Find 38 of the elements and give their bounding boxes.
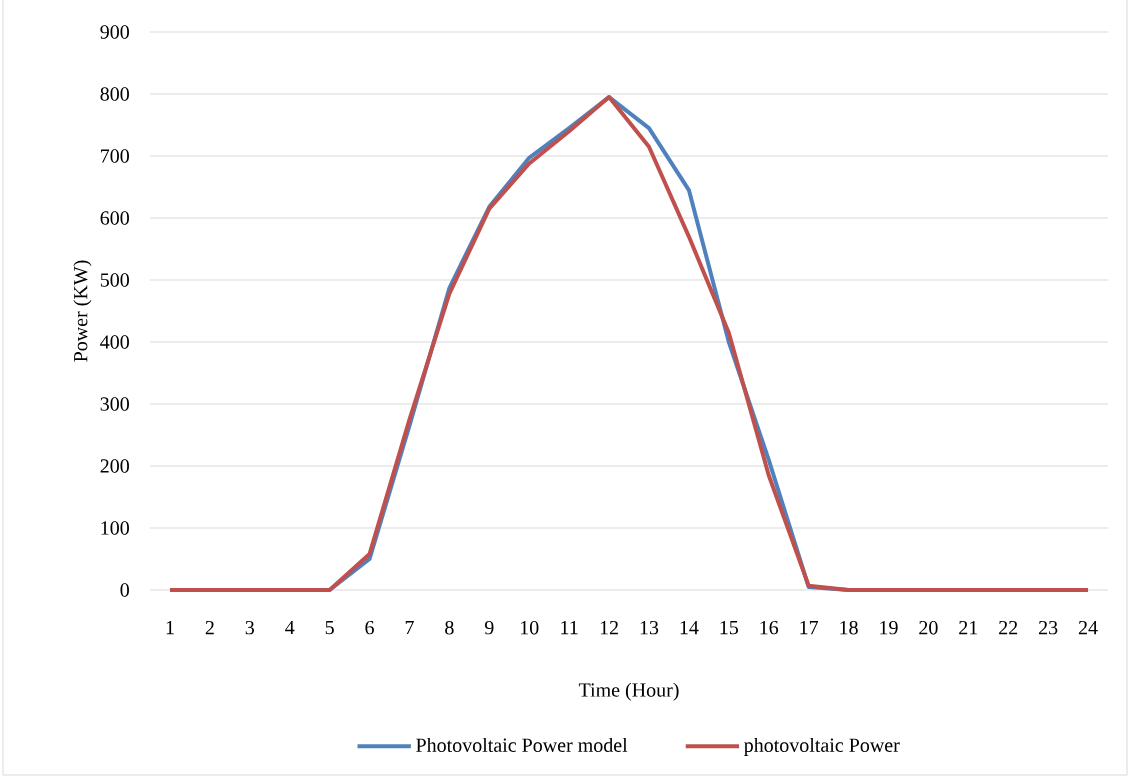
y-tick-label: 800 xyxy=(100,87,129,101)
x-tick-label: 7 xyxy=(405,620,414,635)
x-tick-label: 13 xyxy=(640,620,659,635)
x-tick-label: 1 xyxy=(166,620,174,635)
x-tick-label: 21 xyxy=(959,620,978,635)
x-tick-label: 12 xyxy=(600,620,618,635)
y-tick-label: 400 xyxy=(100,335,129,349)
x-tick-label: 20 xyxy=(919,620,938,635)
x-tick-label: 16 xyxy=(760,620,779,635)
y-tick-label: 900 xyxy=(100,25,129,39)
x-tick-label: 10 xyxy=(520,620,539,635)
x-tick-label: 15 xyxy=(720,620,739,635)
x-tick-label: 19 xyxy=(880,620,898,635)
x-tick-label: 6 xyxy=(365,620,374,635)
x-tick-label: 17 xyxy=(800,620,819,635)
x-tick-label: 4 xyxy=(285,620,295,635)
y-axis-title: Power (KW) xyxy=(73,260,92,362)
x-tick-label: 9 xyxy=(484,620,494,635)
y-tick-label: 600 xyxy=(100,211,129,225)
x-axis-title: Time (Hour) xyxy=(578,682,679,701)
legend-label: photovoltaic Power xyxy=(744,737,900,757)
x-tick-label: 2 xyxy=(205,620,214,635)
y-tick-label: 700 xyxy=(101,149,129,163)
x-tick-label: 14 xyxy=(680,620,699,635)
x-tick-label: 23 xyxy=(1039,620,1058,635)
x-tick-label: 5 xyxy=(325,620,334,635)
y-tick-label: 500 xyxy=(100,273,129,287)
y-tick-label: 200 xyxy=(100,459,129,473)
x-tick-label: 8 xyxy=(445,620,454,635)
x-tick-label: 22 xyxy=(999,620,1018,635)
x-tick-label: 24 xyxy=(1078,620,1098,635)
y-tick-label: 100 xyxy=(101,521,129,535)
y-tick-label: 0 xyxy=(120,583,129,597)
legend-label: Photovoltaic Power model xyxy=(416,737,628,752)
y-tick-label: 300 xyxy=(100,397,129,411)
x-tick-label: 3 xyxy=(245,620,255,635)
x-tick-label: 11 xyxy=(561,620,578,635)
x-tick-label: 18 xyxy=(840,620,858,635)
